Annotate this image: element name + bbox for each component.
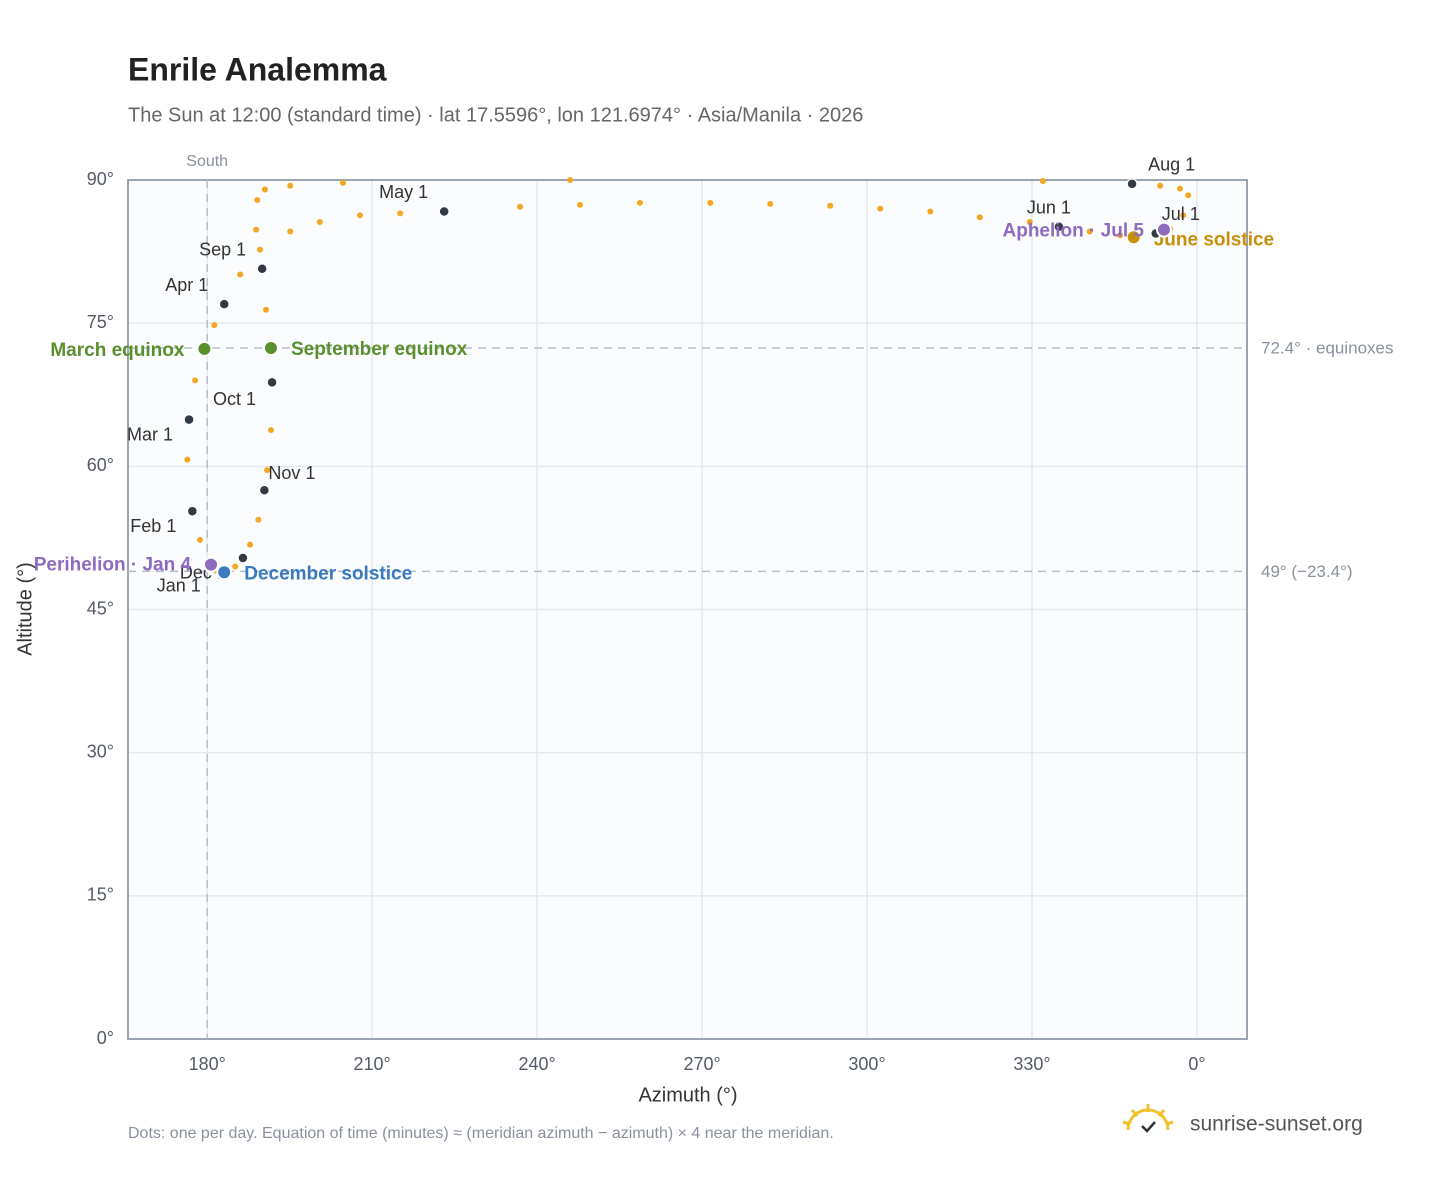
daily-dot xyxy=(357,212,364,219)
daily-dot xyxy=(340,179,347,186)
month-marker xyxy=(258,484,271,496)
daily-dot xyxy=(267,427,274,434)
daily-dot xyxy=(877,205,884,212)
month-label: Feb 1 xyxy=(130,516,176,536)
brand: sunrise-sunset.org xyxy=(1190,1113,1363,1136)
month-label: Sep 1 xyxy=(199,240,246,260)
x-axis-label: Azimuth (°) xyxy=(638,1084,737,1106)
event-marker xyxy=(262,339,279,356)
chart-subtitle: The Sun at 12:00 (standard time) · lat 1… xyxy=(128,104,863,126)
event-label: March equinox xyxy=(50,340,185,361)
event-label: Perihelion · Jan 4 xyxy=(34,555,192,576)
daily-dot xyxy=(1157,182,1164,189)
daily-dot xyxy=(247,541,254,548)
y-tick-label: 60° xyxy=(87,455,114,475)
event-label: June solstice xyxy=(1154,229,1274,250)
event-label: Aphelion · Jul 5 xyxy=(1003,221,1145,242)
month-marker xyxy=(186,505,199,517)
month-marker xyxy=(218,298,230,310)
daily-dot xyxy=(927,208,934,215)
daily-dot xyxy=(192,377,199,384)
month-marker xyxy=(237,552,249,564)
x-tick-label: 0° xyxy=(1188,1054,1205,1074)
y-axis-label: Altitude (°) xyxy=(14,562,36,656)
x-tick-label: 210° xyxy=(354,1054,391,1074)
daily-dot xyxy=(263,306,270,313)
daily-dot xyxy=(264,467,271,474)
daily-dot xyxy=(827,202,834,209)
daily-dot xyxy=(197,536,204,543)
daily-dot xyxy=(976,214,983,221)
daily-dot xyxy=(397,210,404,217)
x-tick-label: 240° xyxy=(518,1054,555,1074)
daily-dot xyxy=(1185,192,1192,199)
daily-dot xyxy=(254,197,261,204)
month-label: Jan 1 xyxy=(157,575,201,595)
event-marker xyxy=(1155,221,1172,238)
event-marker xyxy=(1125,229,1142,246)
daily-dot xyxy=(707,199,714,206)
daily-dot xyxy=(1116,232,1123,239)
daily-dot xyxy=(1176,185,1183,192)
daily-dot xyxy=(1039,177,1046,184)
daily-dot xyxy=(576,201,583,208)
daily-dot xyxy=(287,228,294,235)
y-tick-label: 45° xyxy=(87,598,114,618)
daily-dot xyxy=(232,563,239,570)
month-label: Mar 1 xyxy=(127,424,173,444)
brand-icon xyxy=(1122,1104,1174,1133)
month-marker xyxy=(438,205,450,218)
daily-dot xyxy=(253,226,260,233)
y-tick-label: 75° xyxy=(87,312,114,332)
month-label: Nov 1 xyxy=(268,463,315,483)
event-marker xyxy=(203,556,220,573)
y-tick-label: 15° xyxy=(87,885,114,905)
y-tick-label: 0° xyxy=(97,1028,114,1048)
event-label: December solstice xyxy=(244,563,412,584)
daily-dot xyxy=(517,203,524,210)
month-label: Oct 1 xyxy=(213,389,256,409)
daily-dot xyxy=(287,182,294,189)
daily-dot xyxy=(1086,228,1093,235)
daily-dot xyxy=(255,516,262,523)
month-marker xyxy=(183,413,195,426)
month-marker xyxy=(1053,221,1065,233)
daily-dot xyxy=(1026,218,1033,225)
footnote: Dots: one per day. Equation of time (min… xyxy=(128,1125,834,1142)
reference-label: South xyxy=(186,153,228,170)
x-tick-label: 180° xyxy=(189,1054,226,1074)
chart-title: Enrile Analemma xyxy=(128,51,387,87)
daily-dot xyxy=(184,456,191,463)
daily-dot xyxy=(767,200,774,207)
x-tick-label: 330° xyxy=(1013,1054,1050,1074)
month-label: Jul 1 xyxy=(1162,204,1200,224)
month-marker xyxy=(1126,178,1138,190)
y-tick-label: 90° xyxy=(87,169,114,189)
reference-label: 72.4° · equinoxes xyxy=(1261,338,1394,357)
daily-dot xyxy=(567,177,574,183)
daily-dot xyxy=(211,322,218,329)
month-marker xyxy=(266,376,278,389)
daily-dot xyxy=(316,218,323,225)
month-label: Jun 1 xyxy=(1027,198,1071,218)
month-label: Apr 1 xyxy=(165,275,208,295)
y-tick-label: 30° xyxy=(87,741,114,761)
month-label: Aug 1 xyxy=(1148,155,1195,175)
event-marker xyxy=(196,340,213,357)
month-marker xyxy=(256,263,268,275)
month-label: May 1 xyxy=(379,182,428,202)
plot-border xyxy=(127,179,1248,1040)
event-label: September equinox xyxy=(291,339,468,360)
reference-label: 49° (−23.4°) xyxy=(1261,562,1353,581)
daily-dot xyxy=(261,186,268,193)
daily-dot xyxy=(237,271,244,278)
event-marker xyxy=(216,564,233,581)
daily-dot xyxy=(1180,212,1187,219)
x-tick-label: 270° xyxy=(683,1054,720,1074)
daily-dot xyxy=(256,246,263,253)
daily-dot xyxy=(636,199,643,206)
x-tick-label: 300° xyxy=(848,1054,885,1074)
